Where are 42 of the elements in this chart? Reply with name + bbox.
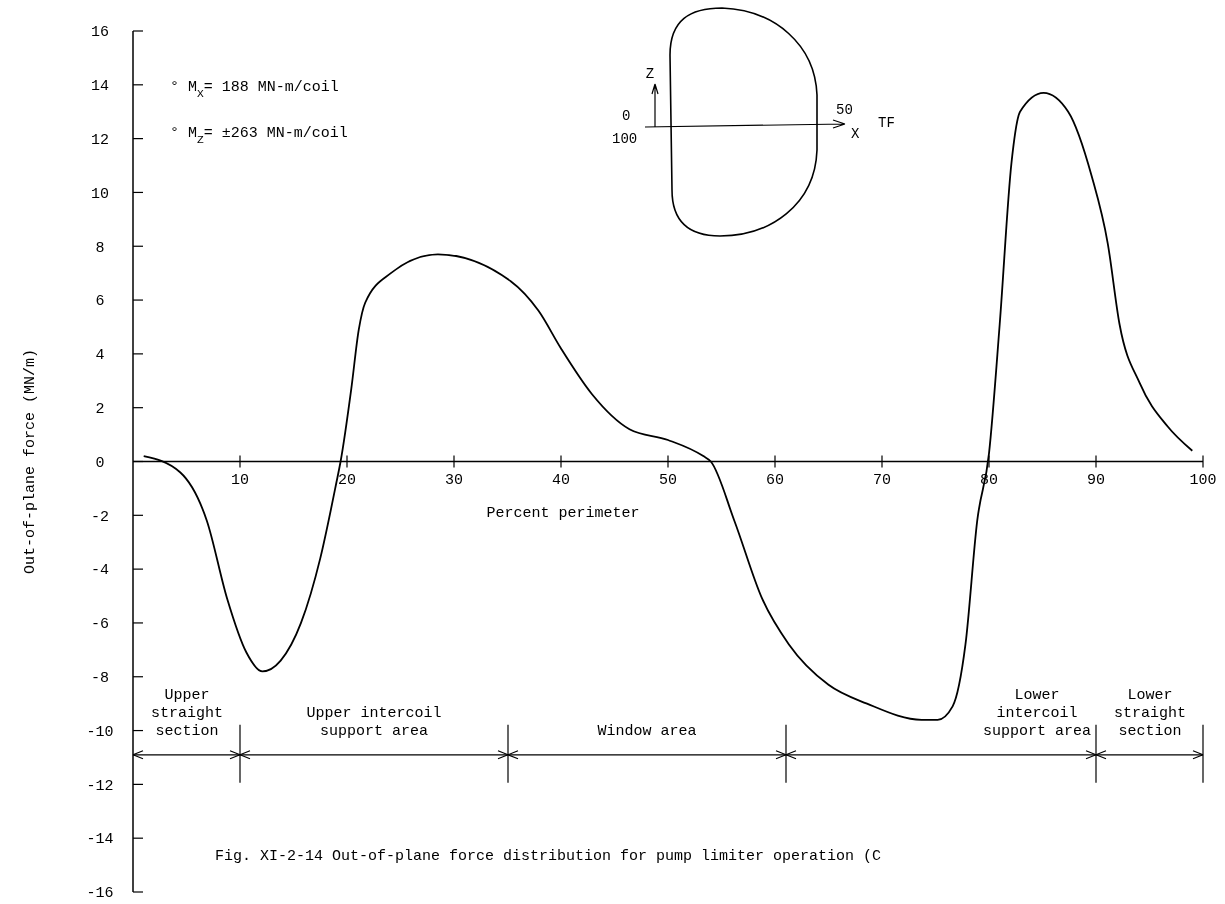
annotation: Fig. XI-2-14 Out-of-plane force distribution for pump limiter operation (C	[215, 847, 882, 865]
x-tick-label: 10	[230, 471, 250, 489]
annotation: TF	[878, 115, 895, 131]
annotation: 100	[612, 131, 638, 147]
y-tick-label: 0	[95, 454, 105, 472]
annotation: Upper intercoil support area	[306, 705, 442, 740]
x-tick-label: 70	[872, 471, 892, 489]
annotation: Lower intercoil support area	[982, 687, 1092, 740]
y-tick-label: 6	[95, 293, 105, 311]
annotation: ° M$_{Z}$= ±263 MN-m/coil	[170, 125, 348, 146]
annotation: Z	[645, 66, 655, 82]
x-tick-label: 50	[658, 471, 678, 489]
y-tick-label: 14	[90, 78, 110, 96]
annotation: Window area	[597, 723, 697, 740]
annotation: Upper straight section	[150, 687, 224, 740]
y-tick-label: 8	[95, 239, 105, 257]
y-tick-label: -10	[86, 723, 114, 741]
y-tick-label: -4	[90, 562, 110, 580]
x-axis-title: Percent perimeter	[486, 504, 640, 522]
annotation: X	[851, 126, 860, 142]
y-tick-label: 16	[90, 24, 110, 42]
y-tick-label: -6	[90, 616, 110, 634]
x-tick-label: 40	[551, 471, 571, 489]
y-tick-label: 10	[90, 185, 110, 203]
x-tick-label: 60	[765, 471, 785, 489]
x-tick-label: 20	[337, 471, 357, 489]
x-tick-label: 100	[1189, 471, 1217, 489]
y-axis-title: Out-of-plane force (MN/m)	[22, 348, 39, 575]
y-tick-label: 2	[95, 400, 105, 418]
annotation: Lower straight section	[1113, 687, 1187, 740]
annotation: 0	[622, 108, 631, 124]
x-tick-label: 90	[1086, 471, 1106, 489]
x-tick-label: 30	[444, 471, 464, 489]
y-tick-label: -14	[86, 831, 114, 849]
y-tick-label: -8	[90, 670, 110, 687]
y-tick-label: 4	[95, 347, 105, 365]
annotation: ° M$_{X}$= 188 MN-m/coil	[170, 79, 339, 100]
annotation: 50	[836, 102, 853, 118]
y-tick-label: -2	[90, 508, 110, 526]
y-tick-label: -12	[86, 777, 114, 795]
y-tick-label: -16	[86, 885, 114, 903]
y-tick-label: 12	[90, 131, 110, 149]
